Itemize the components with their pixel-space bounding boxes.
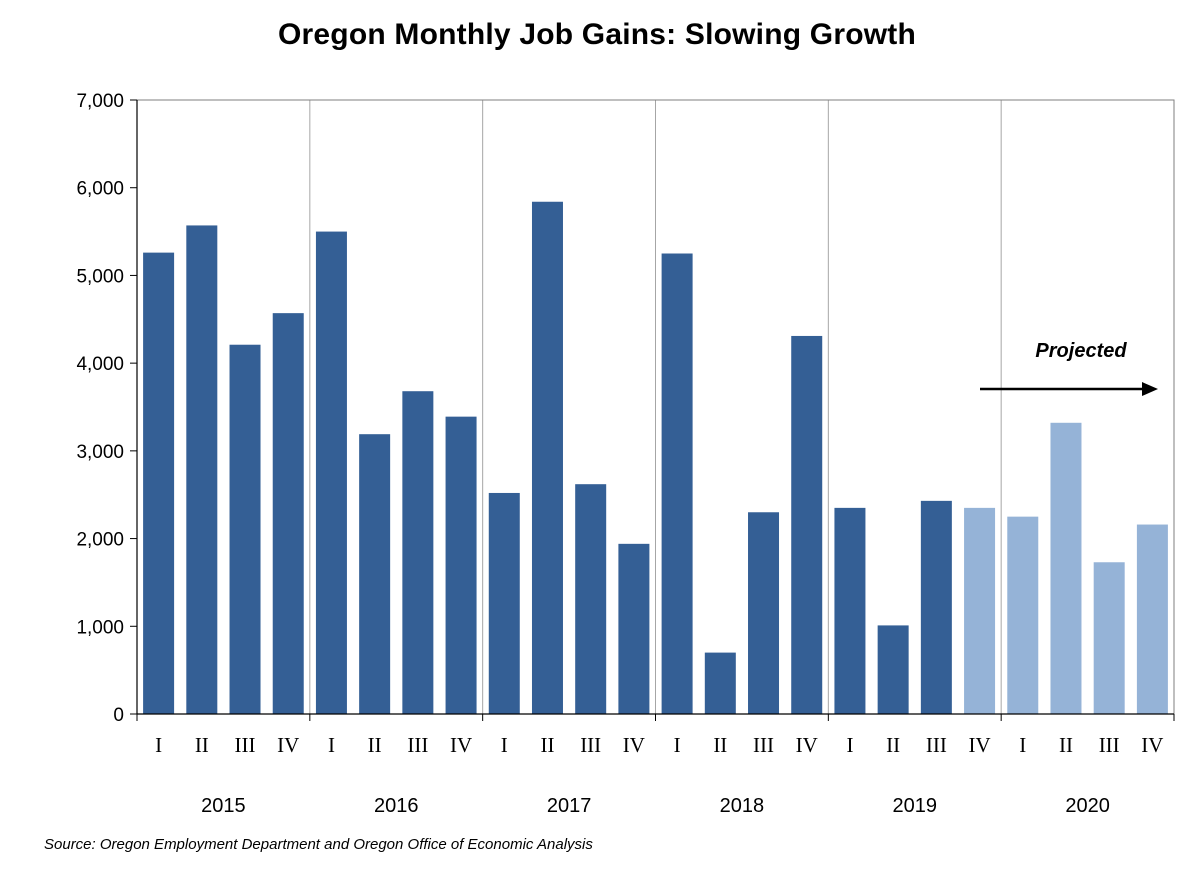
x-tick-label: IV (968, 733, 990, 757)
x-tick-label: I (328, 733, 335, 757)
x-tick-label: III (1099, 733, 1120, 757)
x-tick-label: I (674, 733, 681, 757)
year-label: 2018 (720, 795, 765, 817)
year-label: 2019 (893, 795, 938, 817)
x-tick-label: II (540, 733, 554, 757)
x-tick-label: II (886, 733, 900, 757)
bar-actual (704, 652, 736, 714)
bar-actual (877, 625, 909, 714)
x-tick-label: II (195, 733, 209, 757)
year-gridlines (309, 100, 1002, 714)
y-tick-label: 5,000 (76, 266, 124, 287)
x-tick-label: III (407, 733, 428, 757)
chart-title: Oregon Monthly Job Gains: Slowing Growth (278, 18, 916, 51)
y-tick-label: 6,000 (76, 179, 124, 200)
bar-actual (402, 391, 434, 714)
bar-actual (186, 225, 218, 714)
x-tick-label: III (235, 733, 256, 757)
x-tick-label: IV (450, 733, 472, 757)
y-tick-label: 1,000 (76, 617, 124, 638)
bar-actual (445, 416, 477, 714)
bar-actual (834, 507, 866, 714)
bar-actual (359, 434, 391, 714)
bar-projected (1007, 516, 1039, 714)
x-tick-label: IV (1141, 733, 1163, 757)
x-tick-label: I (155, 733, 162, 757)
year-label: 2015 (201, 795, 246, 817)
bar-actual (920, 500, 952, 714)
bar-actual (661, 253, 693, 714)
bar-actual (748, 512, 780, 714)
year-label: 2020 (1065, 795, 1110, 817)
y-tick-label: 3,000 (76, 442, 124, 463)
x-tick-label: II (713, 733, 727, 757)
bar-actual (272, 313, 304, 714)
bar-actual (791, 335, 823, 714)
x-tick-label: III (580, 733, 601, 757)
year-label: 2017 (547, 795, 592, 817)
x-tick-label: I (1019, 733, 1026, 757)
axes (130, 99, 1175, 721)
bars (143, 201, 1168, 715)
bar-actual (531, 201, 563, 715)
y-tick-label: 4,000 (76, 354, 124, 375)
y-tick-label: 0 (113, 705, 124, 726)
year-label: 2016 (374, 795, 419, 817)
bar-projected (1136, 524, 1168, 714)
y-tick-label: 7,000 (76, 91, 124, 112)
bar-projected (964, 507, 996, 714)
bar-actual (575, 484, 607, 714)
bar-projected (1093, 562, 1125, 714)
x-tick-label: IV (277, 733, 299, 757)
x-tick-label: II (368, 733, 382, 757)
x-tick-label: IV (623, 733, 645, 757)
projected-annotation: Projected (980, 340, 1158, 396)
projected-label: Projected (1035, 340, 1127, 362)
x-tick-label: I (846, 733, 853, 757)
projected-arrow-head (1142, 382, 1158, 396)
y-tick-label: 2,000 (76, 530, 124, 551)
x-tick-label: IV (796, 733, 818, 757)
bar-projected (1050, 422, 1082, 714)
x-tick-label: III (926, 733, 947, 757)
x-tick-label: III (753, 733, 774, 757)
bar-actual (315, 231, 347, 715)
bar-actual (229, 344, 261, 714)
bar-actual (143, 252, 175, 714)
bar-actual (618, 543, 650, 714)
x-tick-label: II (1059, 733, 1073, 757)
bar-actual (488, 492, 520, 714)
x-tick-label: I (501, 733, 508, 757)
source-note: Source: Oregon Employment Department and… (44, 836, 593, 853)
